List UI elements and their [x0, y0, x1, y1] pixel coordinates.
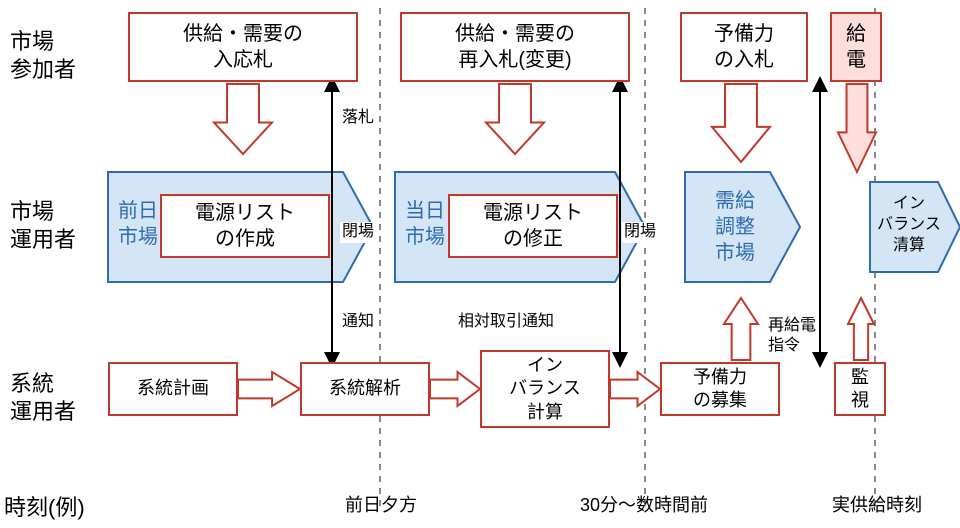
time-label: 前日夕方	[345, 494, 417, 517]
market-pentagon-label: 当日市場	[405, 198, 445, 250]
system-box: 予備力の募集	[660, 362, 780, 416]
time-label: 30分〜数時間前	[580, 494, 708, 517]
participant-box: 供給・需要の入応札	[128, 12, 358, 82]
center-box: 電源リストの作成	[160, 194, 330, 258]
row-label: 運用者	[10, 226, 76, 255]
system-box: インバランス計算	[480, 350, 610, 428]
market-pentagon-label: 前日市場	[118, 198, 158, 250]
row-label: 市場	[10, 198, 54, 227]
system-box: 監視	[834, 362, 886, 416]
row-label: 市場	[10, 28, 54, 57]
participant-box: 予備力の入札	[680, 12, 808, 82]
row-label: 運用者	[10, 398, 76, 427]
annotation: 閉場	[622, 222, 658, 243]
annotation: 指令	[766, 336, 802, 357]
time-label: 実供給時刻	[832, 494, 922, 517]
annotation: 再給電	[766, 316, 818, 337]
row-label: 系統	[10, 370, 54, 399]
system-box: 系統解析	[300, 362, 430, 416]
center-box: 電源リストの修正	[448, 194, 618, 258]
market-pentagon-label: 需給調整市場	[715, 188, 755, 266]
annotation: 通知	[340, 312, 376, 333]
imbalance-label: インバランス清算	[874, 194, 944, 256]
dispatch-box: 給電	[830, 12, 882, 82]
row-label: 時刻(例)	[4, 494, 85, 523]
row-label: 参加者	[10, 56, 76, 85]
system-box: 系統計画	[108, 362, 238, 416]
participant-box: 供給・需要の再入札(変更)	[400, 12, 630, 82]
annotation: 落札	[340, 108, 376, 129]
annotation: 閉場	[340, 222, 376, 243]
annotation: 相対取引通知	[456, 312, 556, 333]
